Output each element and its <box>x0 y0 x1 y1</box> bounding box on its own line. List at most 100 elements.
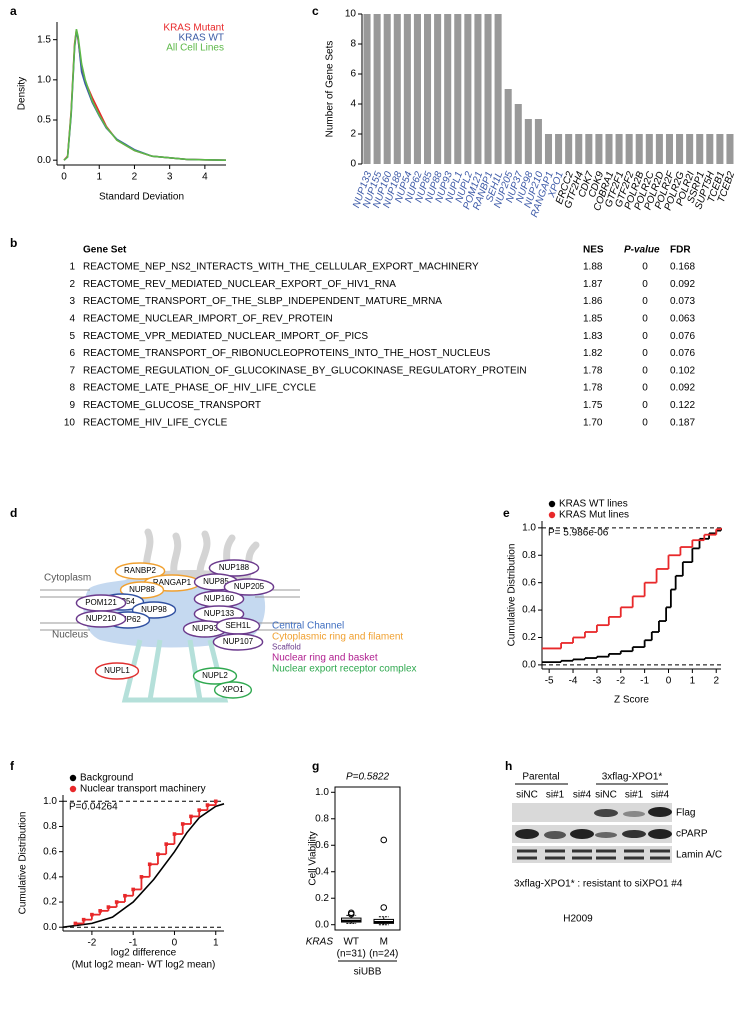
node <box>75 610 127 628</box>
panel-letter: c <box>312 4 319 18</box>
legend-marker <box>548 500 556 508</box>
legend-entry: Cytoplasmic ring and filament <box>272 631 403 642</box>
table-cell: 0 <box>642 348 648 359</box>
point <box>73 921 78 926</box>
bar <box>676 134 684 164</box>
bar <box>615 134 623 164</box>
blot-band <box>515 829 539 839</box>
node <box>208 559 260 577</box>
y-tick-label: 0 <box>350 159 356 170</box>
node-label: NUP205 <box>234 582 265 591</box>
table-cell: 0.122 <box>670 400 695 411</box>
node-label: NUP62 <box>115 615 141 624</box>
table-cell: 0 <box>642 383 648 394</box>
legend-entry: KRAS Mutant <box>163 23 224 34</box>
table-cell: REACTOME_NUCLEAR_IMPORT_OF_REV_PROTEIN <box>83 314 333 325</box>
series-line <box>63 29 227 161</box>
x-tick-sublabel: (n=31) <box>337 949 366 960</box>
table-cell: 2 <box>69 279 75 290</box>
x-tick-label: 2 <box>132 172 138 183</box>
point <box>180 822 185 826</box>
point <box>98 909 102 913</box>
bar <box>665 134 674 164</box>
node <box>119 581 165 599</box>
western-blot <box>512 783 672 863</box>
lane-label: siNC <box>595 790 617 801</box>
bar <box>565 134 573 164</box>
group-label: Parental <box>522 772 559 783</box>
blot-band <box>648 807 672 817</box>
y-tick-label: 8 <box>350 39 356 50</box>
table-cell: 3 <box>69 296 75 307</box>
point <box>205 803 210 807</box>
table-cell: 10 <box>64 417 76 428</box>
legend-marker <box>69 774 77 782</box>
y-tick-label: 0.2 <box>315 893 329 904</box>
legend-entry: KRAS Mut lines <box>559 510 629 521</box>
node-label: RANBP2 <box>124 566 157 575</box>
outlier <box>347 909 355 917</box>
step-riser <box>560 527 722 663</box>
y-axis-label: Cell Viability <box>308 831 319 885</box>
bar <box>635 134 643 164</box>
blot-note: 3xflag-XPO1* : resistant to siXPO1 #4 <box>514 879 683 890</box>
annotation: P=0.04264 <box>69 802 118 813</box>
compartment-label: Nucleus <box>52 630 88 641</box>
table-cell: 1.86 <box>583 296 603 307</box>
table-cell: 8 <box>69 383 75 394</box>
bar <box>504 89 512 164</box>
bar <box>726 134 734 164</box>
node-label: NUP93 <box>192 624 218 633</box>
x-tick-label: 3 <box>167 172 173 183</box>
y-tick-label: 0.5 <box>37 115 51 126</box>
table-cell: 0 <box>642 314 648 325</box>
table-cell: 1.87 <box>583 279 603 290</box>
panel-letter: h <box>505 759 512 773</box>
table-header: Gene Set <box>83 245 127 256</box>
legend-marker <box>548 511 556 519</box>
bar <box>444 14 452 164</box>
table-cell: 1.78 <box>583 383 603 394</box>
legend-entry: KRAS WT lines <box>559 499 628 510</box>
bar <box>534 119 542 164</box>
bar <box>484 14 492 164</box>
legend-entry: Central Channel <box>272 621 344 632</box>
node-label: XPO1 <box>222 685 244 694</box>
y-tick-label: 1.0 <box>43 796 57 807</box>
y-tick-label: 0.2 <box>522 632 536 643</box>
table-cell: 1.78 <box>583 365 603 376</box>
x-axis-label: (Mut log2 mean- WT log2 mean) <box>72 960 216 971</box>
y-tick-label: 0.4 <box>522 605 536 616</box>
blot-band <box>517 849 670 860</box>
table-cell: 1 <box>69 262 75 273</box>
table-header: NES <box>583 245 604 256</box>
group-label: 3xflag-XPO1* <box>602 772 663 783</box>
bar <box>524 119 532 164</box>
node <box>192 667 238 685</box>
table-cell: 0 <box>642 400 648 411</box>
point <box>114 900 119 904</box>
bar <box>706 134 714 164</box>
table-cell: 1.75 <box>583 400 603 411</box>
x-axis-label: Standard Deviation <box>99 192 184 203</box>
bar <box>645 134 653 164</box>
chart-title: P=0.5822 <box>346 772 390 783</box>
bar <box>696 134 704 164</box>
table-cell: 0 <box>642 331 648 342</box>
y-tick-label: 1.0 <box>37 74 51 85</box>
legend-entry: Nuclear export receptor complex <box>272 663 417 674</box>
filaments <box>142 528 260 588</box>
y-tick-label: 0.2 <box>43 897 57 908</box>
x-axis-label: siUBB <box>354 967 382 978</box>
point <box>139 875 144 879</box>
panel-letter: d <box>10 506 17 520</box>
bar <box>464 14 472 164</box>
table-cell: REACTOME_VPR_MEDIATED_NUCLEAR_IMPORT_OF_… <box>83 331 368 342</box>
node-label: NUP210 <box>86 614 117 623</box>
outlier <box>380 836 388 844</box>
blot-strip <box>512 803 672 822</box>
blot-strip <box>512 846 672 863</box>
table-cell: 0.076 <box>670 348 695 359</box>
